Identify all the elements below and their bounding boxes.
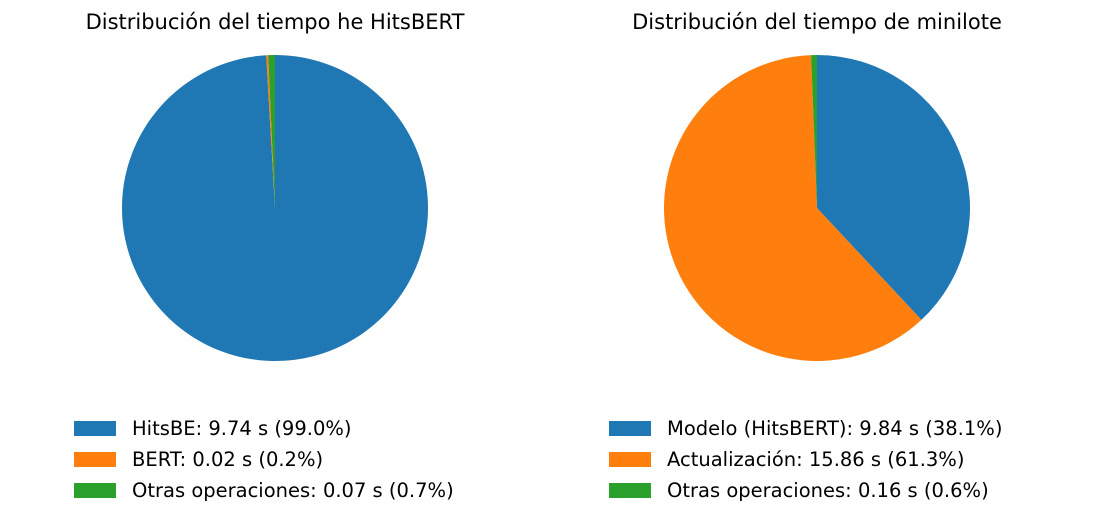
legend-label: HitsBE: 9.74 s (99.0%) bbox=[132, 417, 352, 440]
legend-label: Actualización: 15.86 s (61.3%) bbox=[667, 448, 965, 471]
legend-swatch bbox=[74, 483, 116, 498]
chart-title-hitsbert: Distribución del tiempo he HitsBERT bbox=[85, 10, 465, 34]
legend-minilote: Modelo (HitsBERT): 9.84 s (38.1%) Actual… bbox=[609, 413, 1002, 506]
legend-swatch bbox=[74, 452, 116, 467]
pie-slice-hitsbe bbox=[122, 55, 429, 361]
pie-slice-otras-operaciones bbox=[268, 55, 275, 208]
legend-swatch bbox=[74, 421, 116, 436]
legend-hitsbert: HitsBE: 9.74 s (99.0%) BERT: 0.02 s (0.2… bbox=[74, 413, 454, 506]
legend-item: BERT: 0.02 s (0.2%) bbox=[74, 444, 454, 475]
legend-label: Modelo (HitsBERT): 9.84 s (38.1%) bbox=[667, 417, 1003, 440]
legend-item: Modelo (HitsBERT): 9.84 s (38.1%) bbox=[609, 413, 1002, 444]
legend-label: Otras operaciones: 0.07 s (0.7%) bbox=[132, 479, 454, 502]
legend-label: BERT: 0.02 s (0.2%) bbox=[132, 448, 324, 471]
legend-swatch bbox=[609, 483, 651, 498]
pie-hitsbert bbox=[122, 55, 429, 361]
legend-item: Otras operaciones: 0.16 s (0.6%) bbox=[609, 475, 1002, 506]
pie-charts bbox=[122, 55, 970, 361]
legend-label: Otras operaciones: 0.16 s (0.6%) bbox=[667, 479, 989, 502]
pie-slice-otras-operaciones bbox=[811, 55, 817, 208]
legend-item: HitsBE: 9.74 s (99.0%) bbox=[74, 413, 454, 444]
chart-title-minilote: Distribución del tiempo de minilote bbox=[632, 10, 1002, 34]
pie-slice-bert bbox=[266, 55, 275, 208]
pie-slice-actualizaci-n bbox=[663, 55, 922, 361]
pie-minilote bbox=[663, 55, 970, 361]
legend-item: Actualización: 15.86 s (61.3%) bbox=[609, 444, 1002, 475]
legend-swatch bbox=[609, 452, 651, 467]
legend-swatch bbox=[609, 421, 651, 436]
pie-slice-modelo-hitsbert bbox=[817, 55, 970, 320]
legend-item: Otras operaciones: 0.07 s (0.7%) bbox=[74, 475, 454, 506]
